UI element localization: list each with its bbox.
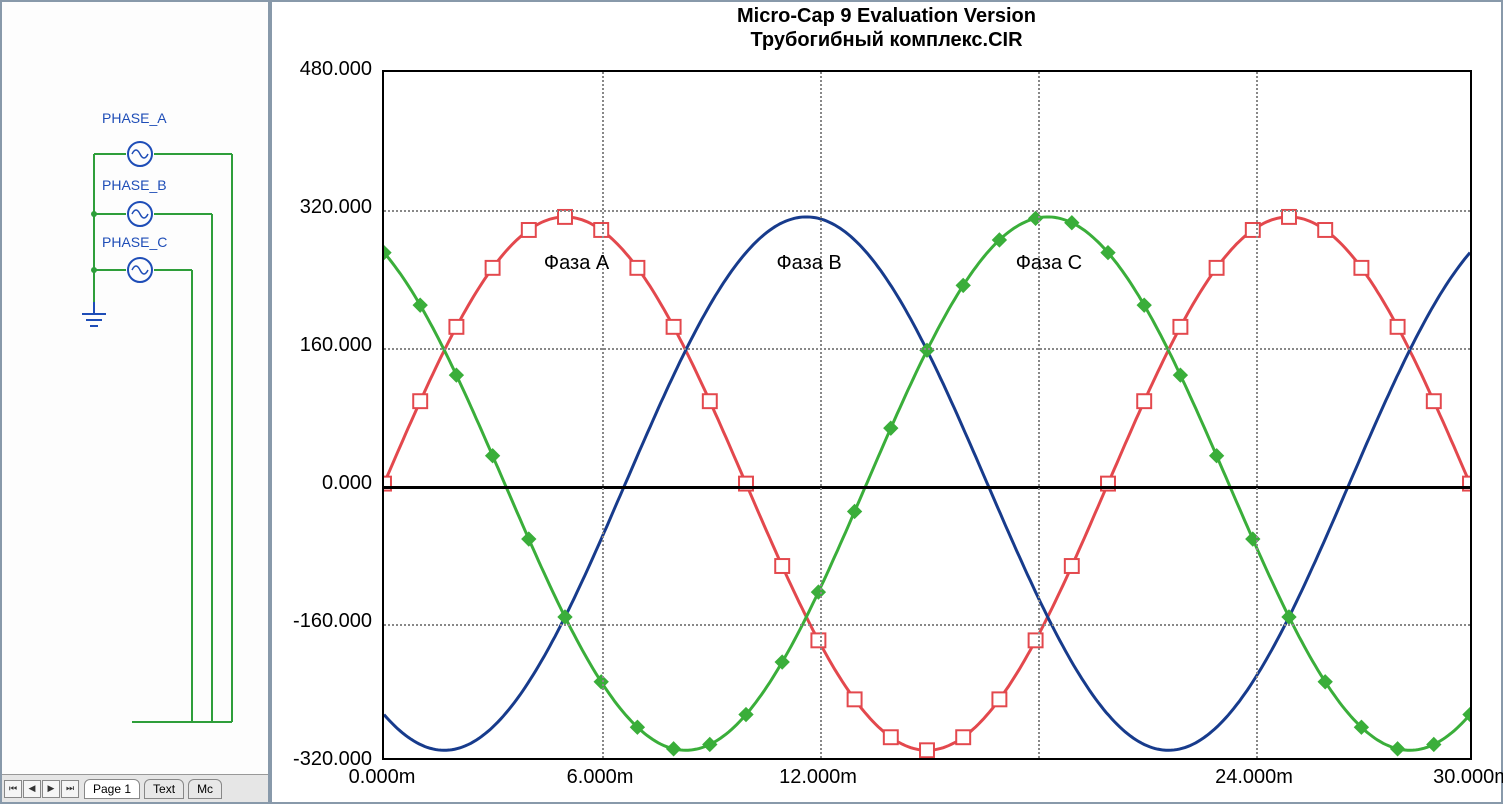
tab-nav-next[interactable]: ▶ (42, 780, 60, 798)
gridline-v (1256, 72, 1258, 758)
marker-phase_a (1354, 261, 1368, 275)
marker-phase_a (449, 320, 463, 334)
marker-phase_a (811, 633, 825, 647)
plot-area[interactable]: Фаза A Фаза B Фаза C (382, 70, 1472, 760)
tab-page-1[interactable]: Page 1 (84, 779, 140, 799)
x-axis-label: 12.000m (779, 766, 857, 789)
y-axis-label: 480.000 (282, 58, 372, 81)
gridline-h (384, 624, 1470, 626)
tab-nav-last[interactable]: ⏭ (61, 780, 79, 798)
marker-phase_a (1065, 559, 1079, 573)
x-axis-label: 24.000m (1215, 766, 1293, 789)
marker-phase_c (811, 585, 825, 599)
y-axis-label: 0.000 (282, 472, 372, 495)
x-axis-label: 30.000m (1433, 766, 1503, 789)
source-phase-a[interactable] (126, 140, 154, 168)
y-axis-label: 320.000 (282, 196, 372, 219)
marker-phase_c (1282, 610, 1296, 624)
marker-phase_c (413, 298, 427, 312)
source-phase-b[interactable] (126, 200, 154, 228)
schematic-panel: PHASE_A PHASE_B PHASE_C (0, 0, 270, 804)
gridline-h (384, 486, 1470, 489)
marker-phase_c (486, 449, 500, 463)
marker-phase_a (1391, 320, 1405, 334)
y-axis-label: -160.000 (282, 610, 372, 633)
marker-phase_a (667, 320, 681, 334)
gridline-h (384, 210, 1470, 212)
tab-nav-first[interactable]: ⏮ (4, 780, 22, 798)
marker-phase_a (630, 261, 644, 275)
marker-phase_c (1029, 211, 1043, 225)
marker-phase_a (920, 743, 934, 757)
net-label-phase-b[interactable]: PHASE_B (102, 177, 167, 193)
marker-phase_a (1137, 394, 1151, 408)
app-root: PHASE_A PHASE_B PHASE_C (0, 0, 1503, 804)
marker-phase_a (775, 559, 789, 573)
marker-phase_c (848, 505, 862, 519)
gridline-v (602, 72, 604, 758)
marker-phase_a (486, 261, 500, 275)
marker-phase_a (1427, 394, 1441, 408)
x-axis-label: 6.000m (567, 766, 634, 789)
source-phase-c[interactable] (126, 256, 154, 284)
marker-phase_c (1137, 298, 1151, 312)
marker-phase_c (1210, 449, 1224, 463)
marker-phase_c (1173, 368, 1187, 382)
marker-phase_a (703, 394, 717, 408)
marker-phase_a (1318, 223, 1332, 237)
tab-nav-prev[interactable]: ◀ (23, 780, 41, 798)
curve-phase_a (384, 217, 1470, 750)
plot-curves (384, 72, 1470, 758)
net-label-phase-a[interactable]: PHASE_A (102, 110, 167, 126)
marker-phase_c (1391, 742, 1405, 756)
x-axis-label: 0.000m (349, 766, 416, 789)
schematic-tabbar: ⏮ ◀ ▶ ⏭ Page 1 Text Mc (2, 774, 268, 802)
marker-phase_c (558, 610, 572, 624)
marker-phase_a (992, 692, 1006, 706)
y-axis-label: 160.000 (282, 334, 372, 357)
marker-phase_a (956, 730, 970, 744)
marker-phase_a (1210, 261, 1224, 275)
curve-phase_c (384, 217, 1470, 750)
marker-phase_a (1173, 320, 1187, 334)
gridline-v (820, 72, 822, 758)
marker-phase_a (1029, 633, 1043, 647)
series-label: Фаза C (1016, 252, 1082, 275)
gridline-h (384, 348, 1470, 350)
marker-phase_a (558, 210, 572, 224)
plot-title-1: Micro-Cap 9 Evaluation Version (272, 4, 1501, 28)
marker-phase_a (413, 394, 427, 408)
marker-phase_a (848, 692, 862, 706)
marker-phase_a (1282, 210, 1296, 224)
marker-phase_c (667, 742, 681, 756)
marker-phase_a (884, 730, 898, 744)
plot-title-2: Трубогибный комплекс.CIR (272, 28, 1501, 52)
tab-text[interactable]: Text (144, 779, 184, 799)
schematic-canvas[interactable]: PHASE_A PHASE_B PHASE_C (2, 2, 268, 774)
marker-phase_c (703, 737, 717, 751)
plot-titles: Micro-Cap 9 Evaluation Version Трубогибн… (272, 2, 1501, 52)
marker-phase_c (449, 368, 463, 382)
net-label-phase-c[interactable]: PHASE_C (102, 234, 167, 250)
series-label: Фаза A (544, 252, 609, 275)
plot-panel: Micro-Cap 9 Evaluation Version Трубогибн… (270, 0, 1503, 804)
gridline-v (1038, 72, 1040, 758)
curve-phase_b (384, 217, 1470, 750)
series-label: Фаза B (776, 252, 841, 275)
marker-phase_c (920, 343, 934, 357)
marker-phase_c (775, 655, 789, 669)
marker-phase_c (522, 532, 536, 546)
tab-mc[interactable]: Mc (188, 779, 222, 799)
marker-phase_c (1427, 737, 1441, 751)
marker-phase_c (884, 421, 898, 435)
marker-phase_a (522, 223, 536, 237)
marker-phase_c (1065, 216, 1079, 230)
